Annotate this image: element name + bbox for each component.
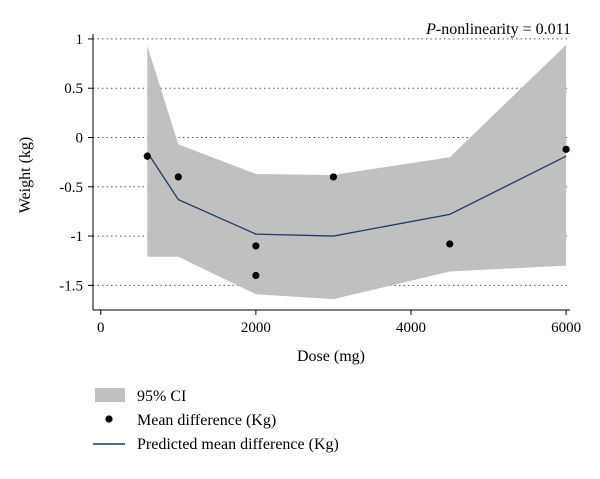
- ci-band-layer: [147, 44, 567, 300]
- x-tick-label: 4000: [396, 320, 426, 336]
- data-point: [252, 271, 260, 280]
- legend-ci-swatch: [95, 388, 125, 402]
- data-point: [329, 173, 338, 181]
- y-tick-label: 0.5: [64, 81, 83, 97]
- x-tick-label: 0: [97, 320, 105, 336]
- data-point: [446, 240, 454, 248]
- nonlinearity-annotation: P-nonlinearity = 0.011: [425, 21, 571, 38]
- y-tick-label: 0: [76, 131, 84, 147]
- y-tick-label: -0.5: [59, 180, 83, 196]
- legend-ci-label: 95% CI: [137, 388, 186, 405]
- annotation-text: -nonlinearity = 0.011: [436, 21, 571, 38]
- points-layer: [143, 145, 570, 280]
- y-tick-label: -1.5: [59, 278, 83, 294]
- data-point: [143, 152, 151, 160]
- y-axis-title: Weight (kg): [17, 137, 34, 213]
- predicted-line-layer: [146, 151, 567, 237]
- y-tick-label: 1: [76, 32, 84, 48]
- legend: 95% CI Mean difference (Kg) Predicted me…: [93, 388, 339, 453]
- x-axis-title: Dose (mg): [297, 348, 365, 365]
- data-point: [562, 145, 570, 153]
- annotation-p: P: [425, 21, 436, 38]
- legend-points-label: Mean difference (Kg): [137, 412, 276, 429]
- predicted-line: [146, 151, 567, 237]
- data-point: [174, 173, 182, 181]
- legend-point-marker: [105, 415, 113, 423]
- data-point: [252, 242, 260, 250]
- y-tick-label: -1: [71, 229, 84, 245]
- axes: 1 0.5 0 -0.5 -1 -1.5 0 2000 4000 6000: [59, 32, 581, 336]
- x-tick-label: 2000: [241, 320, 271, 336]
- x-tick-label: 6000: [551, 320, 581, 336]
- ci-band: [147, 44, 567, 300]
- legend-predicted-label: Predicted mean difference (Kg): [137, 436, 339, 453]
